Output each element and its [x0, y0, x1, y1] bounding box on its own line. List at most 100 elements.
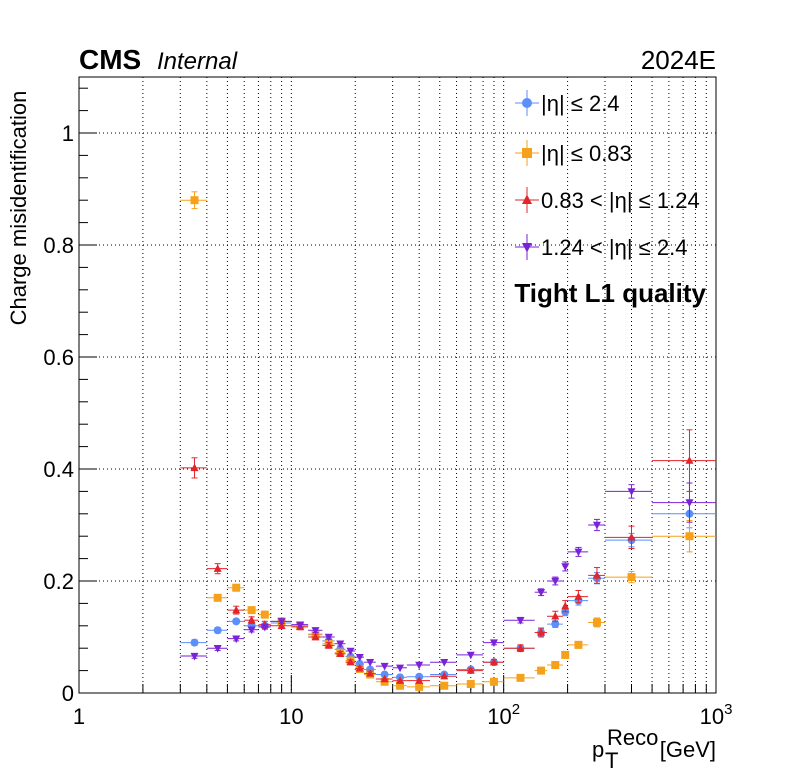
marker-triangle-up — [592, 571, 601, 579]
data-point — [355, 663, 365, 672]
experiment-label: CMS — [79, 44, 141, 75]
marker-square — [537, 666, 546, 675]
y-tick-label: 0.2 — [43, 569, 74, 594]
legend-label: |η| ≤ 2.4 — [541, 91, 620, 116]
data-point — [270, 618, 292, 626]
y-tick-label: 0 — [62, 681, 74, 706]
data-point — [334, 649, 346, 657]
marker-triangle-up — [685, 456, 694, 464]
data-point — [547, 620, 563, 629]
marker-triangle-down — [561, 563, 570, 571]
legend-label: |η| ≤ 0.83 — [541, 141, 632, 166]
x-title-unit: [GeV] — [660, 737, 716, 762]
legend-entry: |η| ≤ 0.83 — [515, 140, 632, 166]
marker-square — [574, 640, 583, 649]
data-point — [180, 638, 207, 647]
y-tick-label: 0.6 — [43, 345, 74, 370]
x-title-sup: Reco — [607, 725, 658, 750]
marker-triangle-down — [346, 647, 355, 656]
data-point — [604, 525, 653, 550]
marker-triangle-up — [561, 601, 570, 610]
status-label: Internal — [157, 48, 238, 75]
data-point — [430, 659, 457, 667]
x-tick-label: 103 — [700, 701, 733, 729]
data-point — [206, 626, 228, 635]
legend-label: 1.24 < |η| ≤ 2.4 — [541, 235, 687, 260]
data-point — [406, 676, 431, 684]
marker-triangle-down — [574, 548, 583, 557]
series-1 — [180, 191, 716, 691]
data-point — [567, 546, 589, 557]
data-point — [345, 657, 356, 666]
marker-triangle-down — [685, 499, 694, 507]
marker-triangle-up — [336, 649, 345, 657]
marker-circle — [380, 670, 389, 679]
marker-triangle-down — [213, 645, 222, 653]
marker-triangle-down — [516, 617, 525, 625]
marker-square — [516, 673, 525, 682]
y-axis-title: Charge misidentification — [6, 91, 31, 326]
marker-square — [440, 681, 449, 690]
data-point — [206, 563, 228, 575]
marker-circle — [213, 626, 222, 635]
data-point — [364, 669, 376, 677]
quality-label: Tight L1 quality — [514, 278, 706, 308]
marker-triangle-up — [489, 657, 498, 666]
marker-triangle-up — [213, 564, 222, 572]
marker-square — [190, 196, 199, 205]
marker-square — [551, 661, 560, 669]
marker-triangle-up — [627, 532, 636, 541]
marker-square — [522, 148, 532, 158]
marker-triangle-up — [415, 676, 424, 684]
data-point — [567, 590, 589, 604]
marker-triangle-up — [551, 611, 560, 620]
legend: |η| ≤ 2.4 |η| ≤ 0.83 0.83 < |η| ≤ 1.24 1.24… — [515, 90, 700, 260]
marker-circle — [522, 98, 532, 108]
marker-square — [561, 650, 570, 659]
marker-triangle-up — [396, 676, 405, 684]
data-point — [652, 482, 716, 523]
data-point — [456, 666, 484, 674]
data-point — [334, 640, 346, 649]
data-point — [503, 643, 535, 653]
marker-triangle-up — [537, 628, 546, 636]
marker-triangle-up — [440, 671, 449, 680]
data-point — [534, 666, 548, 675]
data-point — [392, 664, 407, 673]
data-point — [547, 610, 563, 622]
marker-triangle-down — [190, 652, 199, 661]
data-point — [355, 653, 365, 662]
data-point — [180, 652, 207, 661]
data-point — [588, 617, 605, 628]
x-title-main: p — [592, 737, 604, 762]
data-point — [244, 626, 259, 635]
marker-square — [247, 606, 256, 615]
marker-triangle-down — [336, 640, 345, 649]
marker-triangle-down — [537, 589, 546, 597]
legend-entry: 0.83 < |η| ≤ 1.24 — [515, 187, 700, 213]
marker-triangle-down — [311, 627, 320, 635]
marker-square — [627, 573, 636, 582]
data-point — [503, 616, 535, 625]
data-point — [244, 615, 259, 625]
era-label: 2024E — [641, 45, 716, 75]
data-point — [483, 657, 504, 666]
y-tick-label: 0.8 — [43, 233, 74, 258]
marker-circle — [232, 617, 241, 626]
data-point — [483, 677, 504, 686]
data-point — [227, 605, 245, 615]
data-point — [406, 682, 431, 691]
marker-triangle-down — [247, 626, 256, 635]
x-tick-label: 102 — [487, 701, 520, 729]
data-point — [588, 518, 605, 532]
data-point — [392, 681, 407, 690]
data-point — [322, 633, 335, 642]
data-point — [430, 681, 457, 690]
y-tick-label: 0.4 — [43, 457, 74, 482]
legend-entry: |η| ≤ 2.4 — [515, 90, 620, 116]
axis-ticks: 1 10 102 103 0 0.2 0.4 0.6 0.8 1 — [43, 87, 733, 729]
marker-triangle-down — [627, 488, 636, 496]
data-point — [392, 676, 407, 684]
data-point — [258, 610, 271, 619]
